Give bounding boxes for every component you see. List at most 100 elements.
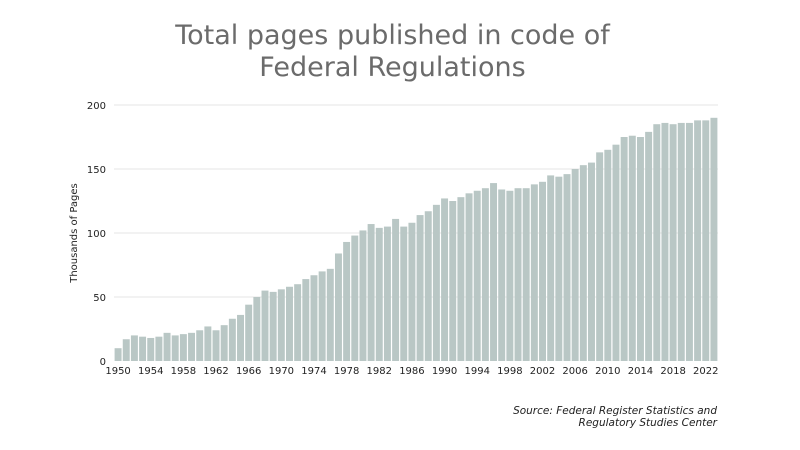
bar-1954 <box>147 337 155 361</box>
bar-1977 <box>334 253 342 361</box>
x-tick-label: 1970 <box>269 366 294 377</box>
x-tick-label: 1950 <box>105 366 130 377</box>
bar-1998 <box>506 190 514 361</box>
bar-1973 <box>302 279 310 361</box>
bar-1991 <box>449 201 457 361</box>
bar-1982 <box>375 227 383 361</box>
bar-1955 <box>155 336 163 361</box>
bar-2008 <box>588 162 595 361</box>
bar-2020 <box>685 122 693 361</box>
bar-2010 <box>604 149 612 361</box>
bar-2005 <box>563 174 571 361</box>
x-tick-label: 2006 <box>562 366 587 377</box>
x-tick-label: 2002 <box>530 366 555 377</box>
x-tick-label: 2018 <box>660 366 685 377</box>
chart-title-line-2: Federal Regulations <box>259 52 526 83</box>
bar-2017 <box>661 122 669 361</box>
bar-1988 <box>424 211 432 361</box>
y-tick-label: 150 <box>87 165 106 176</box>
bar-1956 <box>163 332 171 361</box>
y-tick-label: 0 <box>100 357 106 368</box>
bar-1951 <box>122 339 130 361</box>
bar-1986 <box>408 222 416 361</box>
bar-1963 <box>220 325 228 361</box>
bar-1969 <box>269 291 277 361</box>
bar-1995 <box>481 188 489 361</box>
bar-2007 <box>579 165 587 361</box>
x-tick-label: 1966 <box>236 366 261 377</box>
y-tick-label: 50 <box>93 293 106 304</box>
bar-2000 <box>522 188 530 361</box>
bar-1989 <box>432 204 440 361</box>
bar-1999 <box>514 188 522 361</box>
source-line-1: Source: Federal Register Statistics and <box>513 405 717 417</box>
bar-1987 <box>416 215 424 361</box>
bar-2016 <box>653 124 661 361</box>
bar-1952 <box>130 335 138 361</box>
bar-1993 <box>465 193 473 361</box>
bar-1994 <box>473 190 481 361</box>
bar-1971 <box>286 286 293 361</box>
bar-2004 <box>555 176 563 361</box>
bar-1967 <box>253 297 261 361</box>
bar-1983 <box>383 226 391 361</box>
bar-2021 <box>694 120 702 361</box>
bar-1975 <box>318 271 326 361</box>
x-tick-label: 1958 <box>171 366 196 377</box>
bar-1959 <box>188 332 196 361</box>
x-tick-label: 1982 <box>367 366 392 377</box>
bar-1966 <box>245 304 253 361</box>
x-tick-label: 1962 <box>203 366 228 377</box>
x-tick-label: 1954 <box>138 366 163 377</box>
x-tick-label: 1994 <box>464 366 489 377</box>
bar-1961 <box>204 326 212 361</box>
chart-title-line-1: Total pages published in code of <box>175 20 610 51</box>
bar-1962 <box>212 330 220 361</box>
x-tick-label: 1990 <box>432 366 457 377</box>
bar-1976 <box>326 268 334 361</box>
bar-1996 <box>490 183 498 361</box>
bar-2002 <box>539 181 546 361</box>
y-tick-label: 100 <box>87 229 106 240</box>
bar-2015 <box>645 131 653 361</box>
bar-2023 <box>710 117 718 361</box>
bar-2011 <box>612 144 620 361</box>
bar-1974 <box>310 275 318 361</box>
bar-1965 <box>237 314 244 361</box>
x-tick-label: 1986 <box>399 366 424 377</box>
bar-2003 <box>547 175 555 361</box>
bar-2012 <box>620 137 628 361</box>
bar-2013 <box>628 135 636 361</box>
bar-2014 <box>636 137 644 361</box>
bar-1990 <box>441 198 449 361</box>
bar-1979 <box>351 235 359 361</box>
bar-1981 <box>367 224 375 361</box>
bar-1964 <box>228 318 236 361</box>
bar-1957 <box>171 335 179 361</box>
bar-1980 <box>359 230 367 361</box>
bar-2001 <box>530 184 538 361</box>
y-axis-label: Thousands of Pages <box>69 183 80 284</box>
bar-1968 <box>261 290 269 361</box>
y-tick-label: 200 <box>87 101 106 112</box>
bar-1953 <box>139 336 147 361</box>
x-tick-label: 1974 <box>301 366 326 377</box>
bar-2022 <box>702 120 710 361</box>
bar-1997 <box>498 189 506 361</box>
bar-1984 <box>392 218 400 361</box>
bar-1950 <box>114 348 122 361</box>
bar-1970 <box>277 289 285 361</box>
bar-1958 <box>179 334 187 361</box>
bar-1992 <box>457 197 465 361</box>
bar-1960 <box>196 330 204 361</box>
bar-2018 <box>669 124 677 361</box>
bar-1978 <box>343 241 351 361</box>
x-tick-label: 1978 <box>334 366 359 377</box>
x-tick-label: 2014 <box>628 366 653 377</box>
x-tick-label: 1998 <box>497 366 522 377</box>
x-tick-label: 2010 <box>595 366 620 377</box>
source-line-2: Regulatory Studies Center <box>578 417 717 429</box>
bar-2019 <box>677 122 685 361</box>
